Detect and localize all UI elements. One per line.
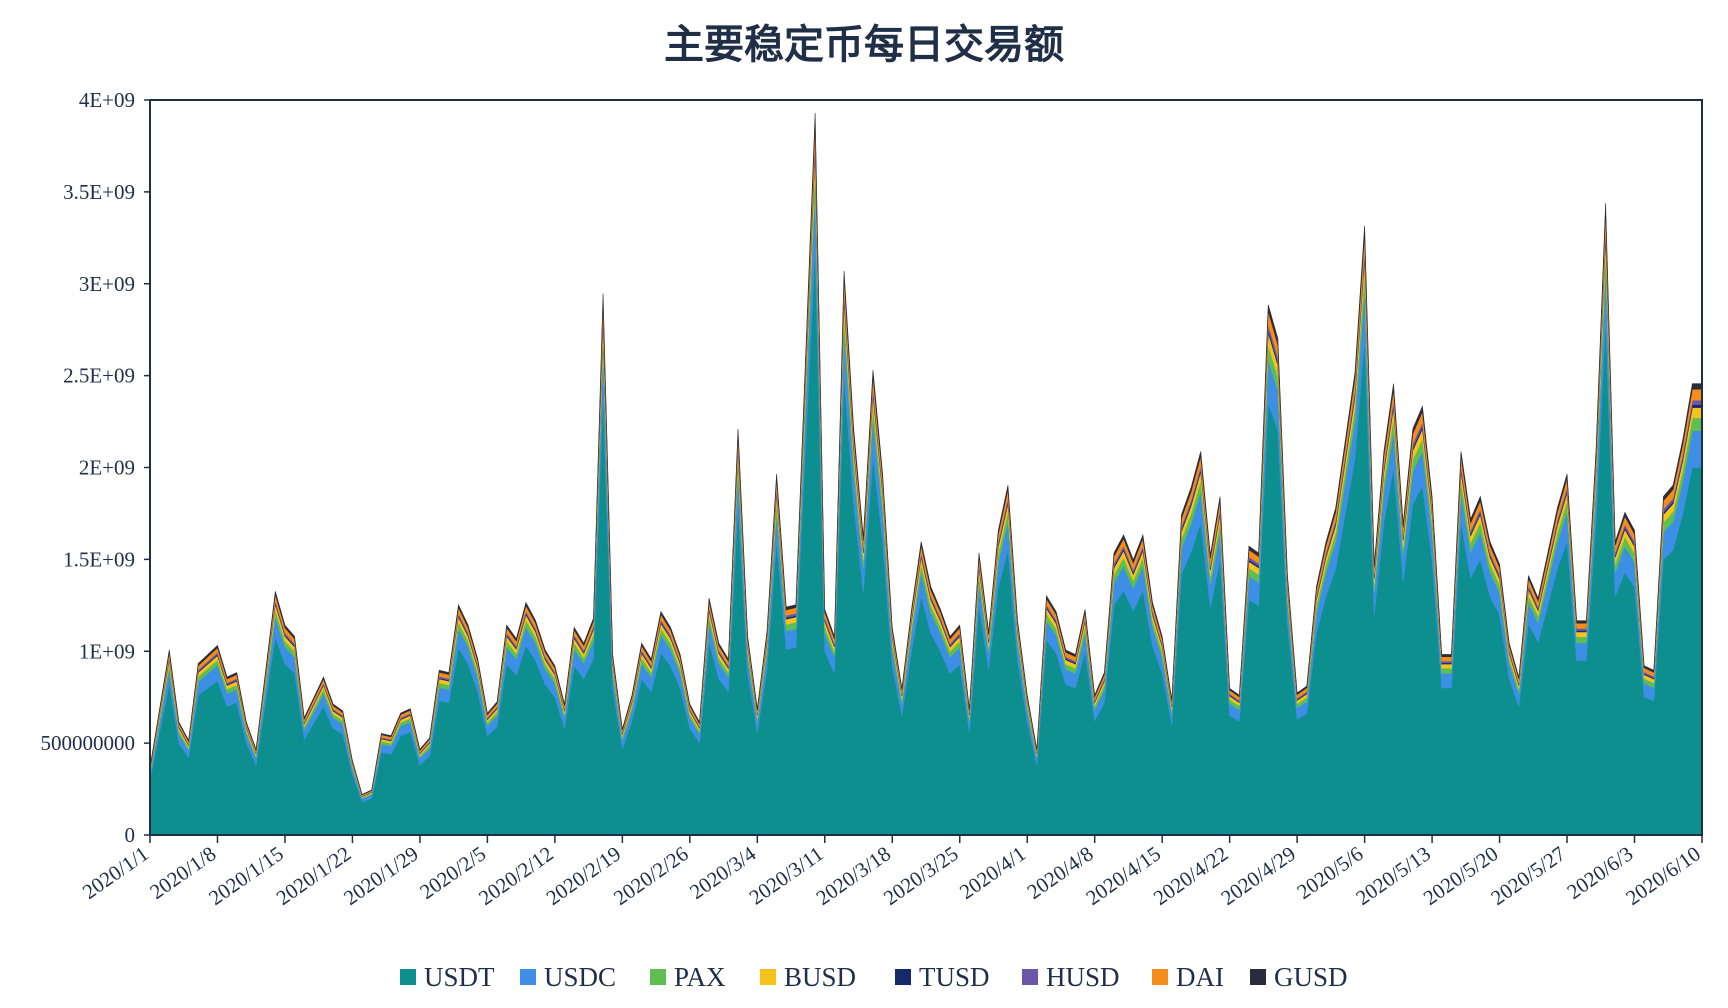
legend-label-gusd: GUSD <box>1274 962 1348 992</box>
x-tick-label: 2020/1/15 <box>204 841 288 910</box>
y-tick-label: 3E+09 <box>79 272 135 296</box>
x-tick-label: 2020/1/22 <box>272 841 356 910</box>
x-tick-label: 2020/2/19 <box>542 841 626 910</box>
legend-swatch-busd <box>760 969 776 985</box>
y-axis: 0 500000000 1E+09 1.5E+09 2E+09 2.5E+09 3E+09 3… <box>41 88 150 847</box>
x-tick-label: 2020/4/22 <box>1149 841 1233 910</box>
x-tick-label: 2020/6/10 <box>1621 841 1705 910</box>
stacked-areas <box>149 112 1703 836</box>
legend-label-usdc: USDC <box>544 962 616 992</box>
y-tick-label: 2.5E+09 <box>63 364 135 388</box>
legend-swatch-tusd <box>895 969 911 985</box>
y-tick-label: 1E+09 <box>79 639 135 663</box>
y-tick-label: 2E+09 <box>79 456 135 480</box>
x-tick-label: 2020/2/12 <box>474 841 558 910</box>
x-tick-label: 2020/5/27 <box>1486 841 1570 910</box>
y-tick-label: 3.5E+09 <box>63 180 135 204</box>
legend-swatch-dai <box>1152 969 1168 985</box>
legend: USDT USDC PAX BUSD TUSD HUSD DAI GUSD <box>400 962 1348 992</box>
legend-label-husd: HUSD <box>1046 962 1120 992</box>
legend-label-tusd: TUSD <box>919 962 990 992</box>
x-tick-label: 2020/1/1 <box>78 841 153 903</box>
x-tick-label: 2020/4/15 <box>1082 841 1166 910</box>
x-axis: 2020/1/12020/1/82020/1/152020/1/222020/1… <box>78 835 1705 910</box>
legend-swatch-husd <box>1022 969 1038 985</box>
x-tick-label: 2020/4/29 <box>1216 841 1300 910</box>
legend-swatch-usdc <box>520 969 536 985</box>
legend-label-pax: PAX <box>674 962 726 992</box>
legend-label-usdt: USDT <box>424 962 495 992</box>
x-tick-label: 2020/2/26 <box>609 841 693 910</box>
legend-swatch-pax <box>650 969 666 985</box>
x-tick-label: 2020/3/18 <box>812 841 896 910</box>
legend-label-busd: BUSD <box>784 962 856 992</box>
legend-swatch-usdt <box>400 969 416 985</box>
legend-swatch-gusd <box>1250 969 1266 985</box>
x-tick-label: 2020/3/25 <box>879 841 963 910</box>
chart-title: 主要稳定币每日交易额 <box>664 21 1064 68</box>
legend-label-dai: DAI <box>1176 962 1224 992</box>
x-tick-label: 2020/1/29 <box>339 841 423 910</box>
y-tick-label: 0 <box>125 823 136 847</box>
x-tick-label: 2020/5/20 <box>1419 841 1503 910</box>
x-tick-label: 2020/4/1 <box>955 841 1030 903</box>
y-tick-label: 1.5E+09 <box>63 547 135 571</box>
y-tick-label: 4E+09 <box>79 88 135 112</box>
x-tick-label: 2020/5/13 <box>1351 841 1435 910</box>
x-tick-label: 2020/3/11 <box>745 841 828 909</box>
y-tick-label: 500000000 <box>41 731 136 755</box>
